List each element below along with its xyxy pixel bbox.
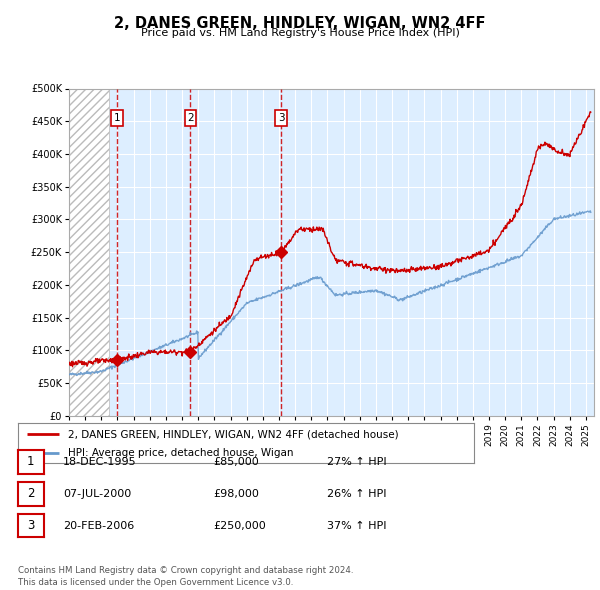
Text: HPI: Average price, detached house, Wigan: HPI: Average price, detached house, Wiga…: [68, 448, 293, 458]
Text: 2: 2: [187, 113, 194, 123]
Bar: [69, 88, 109, 416]
Text: Price paid vs. HM Land Registry's House Price Index (HPI): Price paid vs. HM Land Registry's House …: [140, 28, 460, 38]
Text: 20-FEB-2006: 20-FEB-2006: [63, 521, 134, 530]
Text: £85,000: £85,000: [213, 457, 259, 467]
Text: 1: 1: [113, 113, 120, 123]
Text: 1: 1: [27, 455, 35, 468]
Text: 3: 3: [278, 113, 284, 123]
Text: 2: 2: [27, 487, 35, 500]
Text: 27% ↑ HPI: 27% ↑ HPI: [327, 457, 386, 467]
Text: £98,000: £98,000: [213, 489, 259, 499]
Text: 37% ↑ HPI: 37% ↑ HPI: [327, 521, 386, 530]
Text: Contains HM Land Registry data © Crown copyright and database right 2024.
This d: Contains HM Land Registry data © Crown c…: [18, 566, 353, 587]
Text: 18-DEC-1995: 18-DEC-1995: [63, 457, 137, 467]
Text: 3: 3: [27, 519, 35, 532]
Text: 07-JUL-2000: 07-JUL-2000: [63, 489, 131, 499]
Text: 2, DANES GREEN, HINDLEY, WIGAN, WN2 4FF: 2, DANES GREEN, HINDLEY, WIGAN, WN2 4FF: [114, 16, 486, 31]
Text: 26% ↑ HPI: 26% ↑ HPI: [327, 489, 386, 499]
Text: 2, DANES GREEN, HINDLEY, WIGAN, WN2 4FF (detached house): 2, DANES GREEN, HINDLEY, WIGAN, WN2 4FF …: [68, 430, 399, 440]
Text: £250,000: £250,000: [213, 521, 266, 530]
